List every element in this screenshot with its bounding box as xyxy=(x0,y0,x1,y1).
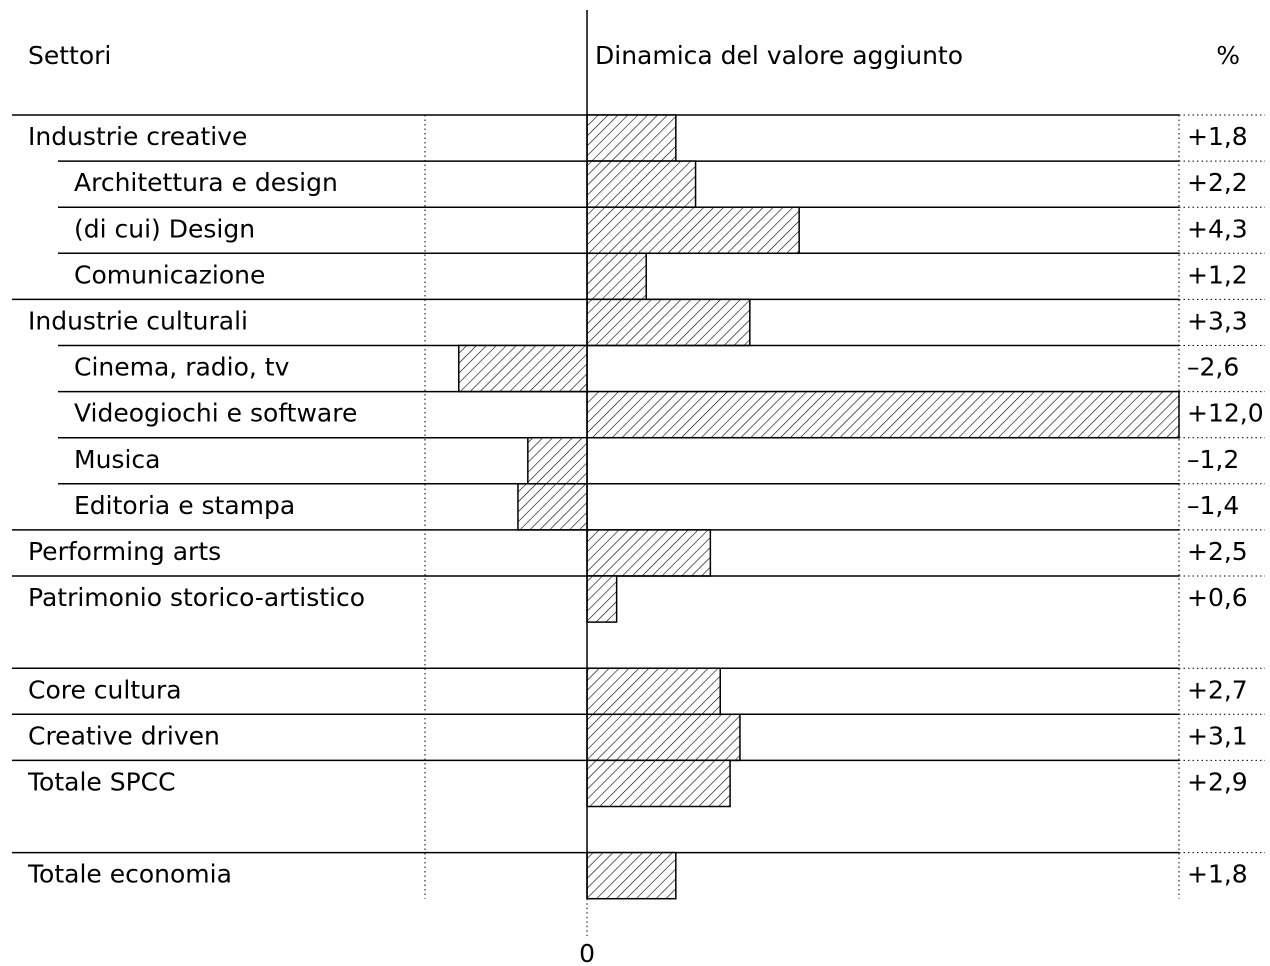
value-label: +0,6 xyxy=(1187,583,1248,612)
category-label: (di cui) Design xyxy=(74,214,255,243)
bar xyxy=(586,252,647,301)
category-label: Industrie culturali xyxy=(28,306,248,335)
bar xyxy=(586,851,677,900)
value-label: +2,2 xyxy=(1187,168,1248,197)
bar xyxy=(517,483,588,531)
category-label: Industrie creative xyxy=(28,122,247,151)
category-header: Settori xyxy=(28,41,111,70)
bar xyxy=(586,114,677,162)
category-label: Patrimonio storico-artistico xyxy=(28,583,365,612)
bar xyxy=(586,713,741,762)
value-label: –1,4 xyxy=(1187,491,1239,520)
value-label: +2,9 xyxy=(1187,767,1248,796)
category-label: Videogiochi e software xyxy=(74,399,357,428)
value-label: +1,8 xyxy=(1187,860,1248,889)
value-label: +12,0 xyxy=(1187,399,1264,428)
category-label: Core cultura xyxy=(28,675,182,704)
value-label: –2,6 xyxy=(1187,353,1239,382)
x-tick-label: 0 xyxy=(579,939,595,966)
category-label: Totale economia xyxy=(27,860,232,889)
bar xyxy=(586,759,731,808)
value-label: +1,2 xyxy=(1187,260,1248,289)
value-header: Dinamica del valore aggiunto xyxy=(595,41,963,70)
category-label: Editoria e stampa xyxy=(74,491,295,520)
value-label: +2,7 xyxy=(1187,675,1248,704)
category-label: Comunicazione xyxy=(74,260,265,289)
unit-header: % xyxy=(1216,41,1240,70)
bar xyxy=(586,529,712,577)
category-label: Creative driven xyxy=(28,721,220,750)
bar xyxy=(586,206,800,255)
category-label: Musica xyxy=(74,445,160,474)
bar xyxy=(586,298,751,347)
bar xyxy=(586,390,1180,439)
bar xyxy=(586,575,618,623)
value-label: +3,3 xyxy=(1187,306,1248,335)
bar xyxy=(586,667,721,716)
category-label: Cinema, radio, tv xyxy=(74,353,290,382)
value-label: +2,5 xyxy=(1187,537,1248,566)
bar xyxy=(527,436,588,485)
value-label: +3,1 xyxy=(1187,721,1248,750)
category-label: Architettura e design xyxy=(74,168,338,197)
bar xyxy=(458,344,588,393)
value-label: +4,3 xyxy=(1187,214,1248,243)
value-label: –1,2 xyxy=(1187,445,1239,474)
category-label: Totale SPCC xyxy=(27,767,176,796)
bar xyxy=(586,160,697,208)
value-label: +1,8 xyxy=(1187,122,1248,151)
category-label: Performing arts xyxy=(28,537,221,566)
